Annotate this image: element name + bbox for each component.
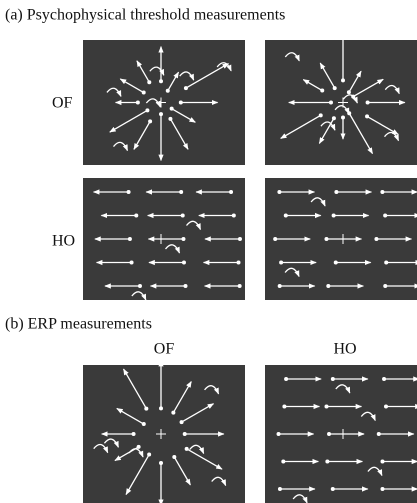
row-label: OF [52,95,73,112]
dot [148,119,152,123]
dot [134,214,138,218]
dot [166,89,170,93]
dot [365,114,369,118]
dot [284,377,288,381]
dot [279,261,283,265]
dot [273,237,277,241]
dot [142,91,146,95]
dot [327,432,331,436]
dot [145,108,149,112]
dot [334,190,338,194]
dot [319,113,323,117]
dot [136,101,140,105]
dot [183,432,187,436]
dot [132,432,136,436]
dot [377,432,381,436]
dot [320,89,324,93]
dot [142,422,146,426]
dot [238,237,242,241]
dot [277,432,281,436]
dot [341,116,345,120]
dot [380,190,384,194]
dot [185,447,189,451]
dot [232,214,236,218]
dot [181,237,185,241]
dot [384,405,388,409]
dot [159,406,163,410]
dot [180,420,184,424]
dot [333,86,337,90]
section-title: (b) ERP measurements [5,316,152,333]
dot [326,284,330,288]
dot [278,284,282,288]
panel [83,361,245,503]
row-label: HO [52,233,75,250]
dot [284,214,288,218]
dot [144,407,148,411]
dot [168,117,172,121]
dot [341,78,345,82]
dot [282,405,286,409]
panel [265,31,417,165]
dot [138,284,142,288]
dot [147,80,151,84]
section-title: (a) Psychophysical threshold measurement… [5,7,285,24]
dot [277,190,281,194]
dot [382,377,386,381]
dot [137,445,141,449]
dot [325,460,329,464]
dot [130,261,134,265]
column-label: HO [333,341,356,358]
dot [380,487,384,491]
dot [128,237,132,241]
dot [184,284,188,288]
dot [237,261,241,265]
dot [179,101,183,105]
dot [127,190,131,194]
dot [383,284,387,288]
dot [278,487,282,491]
column-label: OF [154,341,175,358]
dot [281,460,285,464]
dot [159,79,163,83]
dot [381,460,385,464]
panel [83,40,245,165]
dot [159,461,163,465]
dot [329,101,333,105]
page: (a) Psychophysical threshold measurement… [0,0,417,503]
dot [332,214,336,218]
dot [179,190,183,194]
dot [366,101,370,105]
panel [265,365,417,503]
dot [331,377,335,381]
dot [170,107,174,111]
dot [184,86,188,90]
dot [181,214,185,218]
dot [334,261,338,265]
dot [383,214,387,218]
panel [83,178,245,300]
dot [384,261,388,265]
dot [229,190,233,194]
dot [238,284,242,288]
figure: (a) Psychophysical threshold measurement… [0,0,417,503]
dot [374,237,378,241]
dot [171,411,175,415]
dot [182,261,186,265]
dot [332,116,336,120]
dot [331,487,335,491]
dot [172,455,176,459]
stimulus-panels [83,31,417,503]
dot [147,453,151,457]
dot [159,112,163,116]
dot [325,405,329,409]
panel [265,178,417,300]
dot [324,237,328,241]
dot [347,90,351,94]
